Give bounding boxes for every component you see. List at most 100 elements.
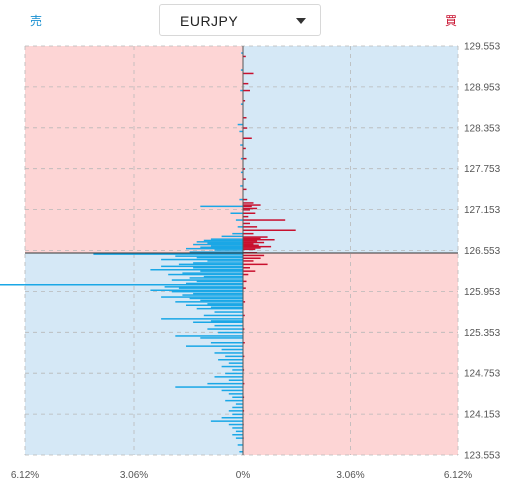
- sell-bar: [168, 273, 243, 276]
- sell-bar: [200, 337, 243, 339]
- sell-bar: [230, 212, 243, 214]
- sell-bar: [235, 219, 243, 221]
- upper-left-zone: [25, 46, 243, 253]
- sell-bar: [193, 267, 243, 269]
- currency-pair-select[interactable]: EURJPY: [159, 4, 321, 36]
- sell-bar: [240, 69, 243, 71]
- y-tick-label: 125.353: [464, 328, 501, 339]
- buy-bar: [243, 243, 254, 245]
- buy-bar: [243, 72, 254, 75]
- sell-bar: [196, 280, 243, 283]
- sell-bar: [203, 314, 243, 317]
- sell-bar: [221, 235, 243, 238]
- sell-bar: [200, 205, 243, 208]
- sell-bar: [150, 269, 243, 271]
- sell-bar: [161, 318, 243, 320]
- buy-bar: [243, 215, 249, 218]
- buy-bar: [243, 219, 286, 221]
- buy-bar: [243, 410, 245, 412]
- x-tick-label: 6.12%: [11, 470, 39, 481]
- buy-bar: [243, 328, 245, 330]
- sell-bar: [210, 306, 243, 308]
- sell-bar: [207, 242, 243, 244]
- y-tick-label: 128.353: [464, 123, 501, 134]
- y-tick-label: 127.153: [464, 205, 501, 216]
- sell-bar: [93, 253, 244, 255]
- x-tick-label: 6.12%: [444, 470, 472, 481]
- sell-bar: [210, 342, 243, 344]
- sell-bar: [203, 275, 243, 278]
- buy-bar: [243, 188, 247, 191]
- buy-bar: [243, 314, 245, 317]
- y-tick-label: 125.953: [464, 287, 501, 298]
- sell-bar: [214, 352, 243, 354]
- buy-bar: [243, 287, 246, 289]
- sell-bar: [164, 286, 243, 288]
- buy-bar: [243, 82, 249, 85]
- buy-bar: [243, 254, 265, 257]
- sell-bar: [214, 249, 243, 251]
- y-tick-label: 123.553: [464, 451, 501, 462]
- sell-bar: [171, 279, 243, 281]
- sell-bar: [196, 241, 243, 243]
- sell-bar: [239, 451, 243, 453]
- sell-bar: [207, 328, 243, 330]
- buy-bar: [243, 248, 256, 251]
- sell-bar: [189, 251, 243, 253]
- buy-bar: [243, 168, 246, 170]
- buy-bar: [243, 202, 254, 204]
- y-tick-label: 126.553: [464, 246, 501, 257]
- buy-bar: [243, 237, 261, 240]
- buy-bar: [243, 342, 245, 344]
- sell-bar: [228, 379, 243, 381]
- y-tick-label: 124.153: [464, 410, 501, 421]
- sell-bar: [203, 239, 243, 242]
- sell-bar: [240, 144, 243, 146]
- sell-bar: [214, 324, 243, 327]
- sell-bar: [235, 437, 243, 439]
- currency-pair-value: EURJPY: [180, 13, 239, 29]
- sell-bar: [232, 434, 243, 436]
- sell-bar: [218, 331, 243, 334]
- x-tick-label: 3.06%: [120, 470, 148, 481]
- sell-bar: [225, 399, 243, 402]
- sell-bar: [240, 157, 243, 160]
- sell-bar: [175, 255, 243, 257]
- sell-bar: [228, 393, 243, 395]
- buy-bar: [243, 280, 247, 283]
- sell-bar: [221, 417, 243, 419]
- sell-bar: [240, 171, 243, 174]
- buy-bar: [243, 117, 247, 119]
- buy-bar: [243, 396, 245, 398]
- upper-right-zone: [243, 46, 458, 253]
- sell-bar: [210, 420, 243, 422]
- sell-bar: [175, 335, 243, 337]
- buy-bar: [243, 204, 261, 206]
- buy-bar: [243, 207, 258, 210]
- sell-bar: [241, 52, 243, 54]
- buy-bar: [243, 273, 249, 276]
- buy-bar: [243, 239, 275, 241]
- sell-bar: [225, 372, 243, 375]
- buy-bar: [243, 147, 246, 150]
- buy-bar: [243, 369, 245, 371]
- buy-bar: [243, 137, 252, 139]
- sell-bar: [0, 284, 244, 286]
- y-axis-ticks: 129.553 128.953 128.353 127.753 127.153 126.5…: [464, 42, 501, 462]
- sell-bar: [232, 369, 243, 371]
- sell-bar: [196, 307, 243, 310]
- sell-bar: [186, 282, 243, 285]
- buy-bar: [243, 178, 246, 180]
- y-tick-label: 129.553: [464, 42, 501, 53]
- sell-bar: [193, 243, 243, 246]
- buy-bar: [243, 244, 259, 246]
- buy-bar: [243, 236, 268, 238]
- sell-bar: [210, 238, 243, 240]
- sell-bar: [237, 444, 243, 446]
- sell-bar: [228, 410, 243, 412]
- buy-bar: [243, 257, 261, 259]
- buy-bar: [243, 209, 250, 211]
- buy-bar: [243, 263, 268, 266]
- buy-bar: [243, 205, 252, 208]
- buy-bar: [243, 229, 296, 231]
